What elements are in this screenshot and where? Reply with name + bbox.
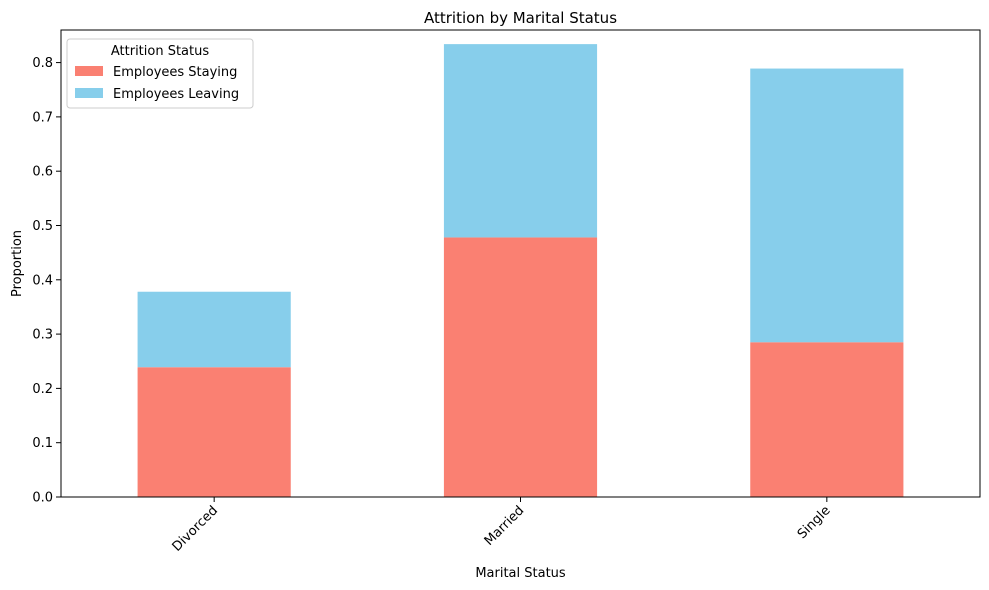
legend: Attrition Status Employees StayingEmploy… <box>66 38 254 109</box>
bar-divorced-staying <box>137 367 291 497</box>
legend-box <box>66 38 254 109</box>
bar-married-staying <box>443 237 598 498</box>
x-axis-title: Marital Status <box>475 566 566 581</box>
y-tick-label: 0.3 <box>32 328 53 343</box>
legend-label-staying: Employees Staying <box>113 65 237 80</box>
legend-swatch-staying <box>75 66 103 76</box>
y-tick-label: 0.1 <box>32 436 53 451</box>
legend-items: Employees Staying Employees Leaving <box>75 65 239 102</box>
bar-divorced-leaving <box>137 291 291 368</box>
legend-title: Attrition Status <box>111 44 210 59</box>
legend-swatch-leaving <box>75 88 103 98</box>
bar-single-staying <box>750 342 904 497</box>
y-tick-label: 0.7 <box>32 110 53 125</box>
y-tick-label: 0.8 <box>32 56 53 71</box>
y-tick-label: 0.4 <box>32 273 53 288</box>
chart-title: Attrition by Marital Status <box>424 9 617 27</box>
y-axis: 0.0 0.1 0.2 0.3 0.4 0.5 0.6 0.7 0.8 <box>32 56 61 506</box>
y-tick-label: 0.5 <box>32 219 53 234</box>
legend-label-leaving: Employees Leaving <box>113 87 239 102</box>
y-tick-label: 0.0 <box>32 491 53 506</box>
bars-group <box>137 44 904 498</box>
y-tick-label: 0.6 <box>32 165 53 180</box>
y-axis-title: Proportion <box>10 230 25 297</box>
y-tick-label: 0.2 <box>32 382 53 397</box>
bar-single-leaving <box>750 68 904 343</box>
bar-married-leaving <box>443 44 598 238</box>
